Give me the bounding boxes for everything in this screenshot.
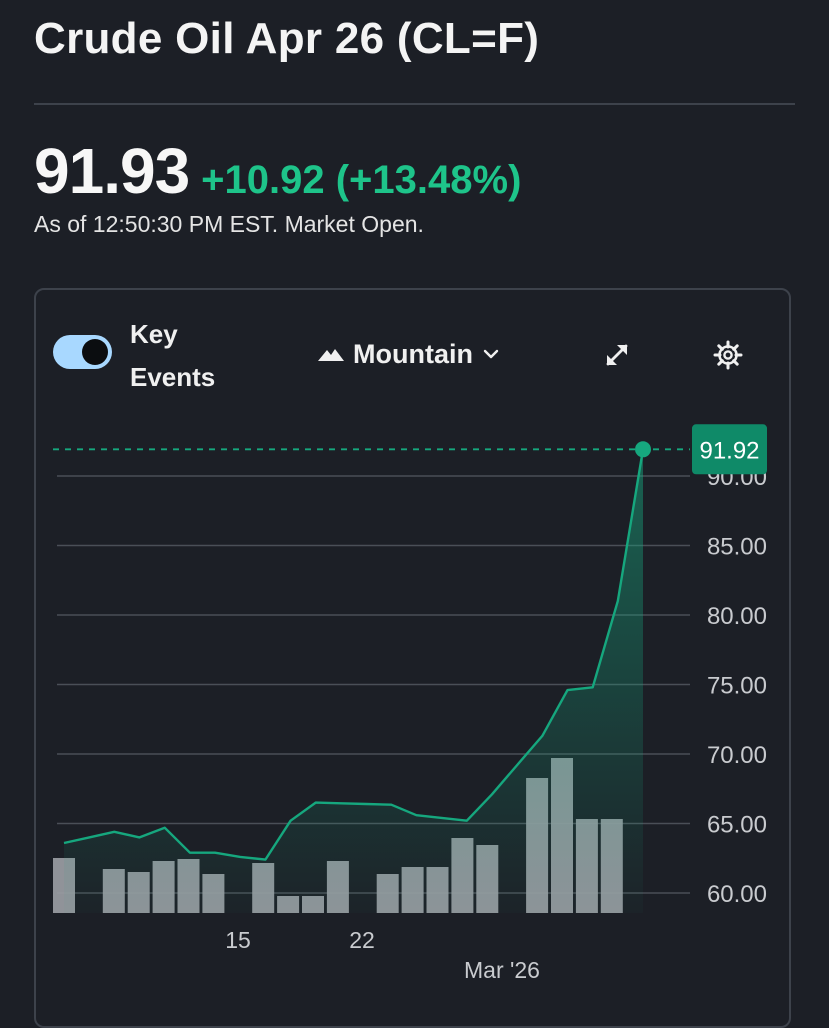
- y-tick-label: 60.00: [707, 881, 767, 908]
- current-price-label: 91.92: [699, 437, 759, 464]
- y-tick-label: 70.00: [707, 742, 767, 769]
- current-price-badge: [692, 424, 767, 475]
- header-divider: [34, 103, 795, 105]
- market-status: As of 12:50:30 PM EST. Market Open.: [34, 211, 424, 237]
- y-tick-label: 65.00: [707, 812, 767, 839]
- quote-summary: 91.93 +10.92 (+13.48%): [34, 134, 521, 208]
- mountain-icon: [318, 349, 344, 361]
- key-events-toggle[interactable]: [53, 335, 112, 369]
- y-tick-label: 80.00: [707, 603, 767, 630]
- current-price: 91.93: [34, 135, 190, 207]
- chevron-down-icon: [483, 349, 499, 359]
- y-tick-label: 85.00: [707, 534, 767, 561]
- toggle-knob: [82, 339, 108, 365]
- x-tick-label: 15: [225, 927, 251, 953]
- price-area: [64, 449, 643, 913]
- expand-icon[interactable]: [602, 340, 632, 370]
- x-tick-label: 22: [349, 927, 375, 953]
- key-events-label: Key Events: [130, 319, 216, 392]
- price-chart: 60.0065.0070.0075.0080.0085.0090.0091.92…: [53, 424, 767, 983]
- chart-type-selector[interactable]: Mountain: [317, 334, 501, 374]
- y-tick-label: 75.00: [707, 673, 767, 700]
- price-line: [63, 449, 645, 861]
- gear-icon[interactable]: [712, 339, 744, 371]
- x-tick-label: Mar '26: [464, 957, 540, 983]
- price-change: +10.92 (+13.48%): [201, 158, 522, 202]
- chart-type-label: Mountain: [353, 338, 473, 369]
- page-title: Crude Oil Apr 26 (CL=F): [34, 14, 540, 63]
- current-price-marker: [635, 441, 651, 458]
